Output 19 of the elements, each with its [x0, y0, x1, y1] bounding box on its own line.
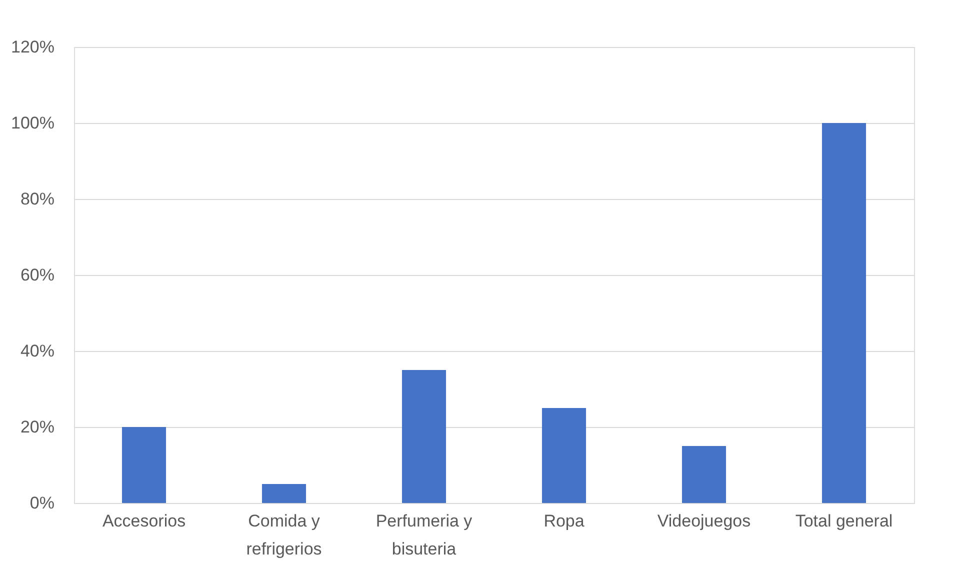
bar [542, 408, 586, 503]
y-tick-label: 100% [11, 114, 54, 132]
x-tick-label: Comida y refrigerios [246, 512, 322, 558]
bar [682, 446, 726, 503]
y-tick-label: 60% [20, 266, 54, 284]
bar [262, 484, 306, 503]
bar [402, 370, 446, 503]
y-tick-label: 120% [11, 38, 54, 56]
bar [122, 427, 166, 503]
y-tick-label: 40% [20, 342, 54, 360]
y-tick-label: 80% [20, 190, 54, 208]
y-tick-label: 20% [20, 418, 54, 436]
x-tick-label: Total general [795, 512, 893, 530]
y-tick-label: 0% [30, 494, 54, 512]
bar [822, 123, 866, 503]
x-tick-label: Videojuegos [657, 512, 751, 530]
x-tick-label: Perfumeria y bisuteria [376, 512, 473, 558]
x-tick-label: Accesorios [102, 512, 186, 530]
x-tick-label: Ropa [544, 512, 585, 530]
